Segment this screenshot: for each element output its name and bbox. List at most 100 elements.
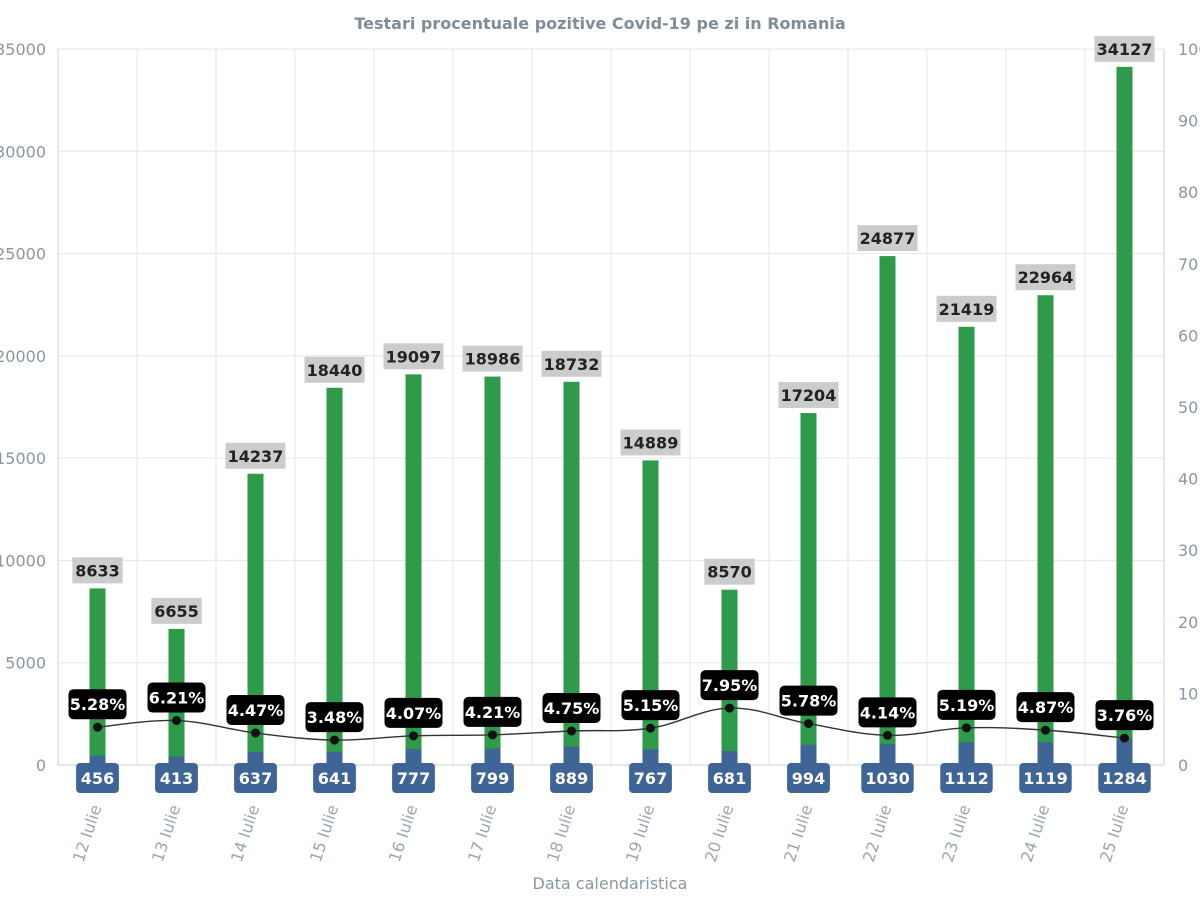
tests-bar: [642, 460, 659, 765]
tests-label-box: [304, 356, 365, 383]
tests-bar: [89, 588, 106, 765]
positive-bar: [879, 743, 896, 765]
positive-data-label: 889: [555, 769, 588, 788]
x-category-label: 19 Iulie: [622, 802, 658, 864]
percent-point: [962, 723, 971, 733]
tests-data-label: 22964: [1018, 268, 1074, 287]
tests-bar: [405, 374, 422, 765]
tests-label-box: [620, 429, 681, 456]
percent-label-box: [621, 690, 680, 721]
positive-data-label: 456: [81, 769, 114, 788]
grid-layer: [57, 48, 1165, 766]
x-category-label: 15 Iulie: [306, 802, 342, 864]
positive-label-box: [313, 763, 356, 793]
percent-point: [567, 726, 576, 736]
percent-label-box: [937, 689, 996, 720]
y-left-tick-label: 0: [36, 756, 46, 775]
positive-data-label: 1284: [1102, 769, 1147, 788]
chart-title: Testari procentuale pozitive Covid-19 pe…: [354, 14, 845, 33]
line-layer: [93, 703, 1129, 745]
tests-label-box: [541, 350, 602, 377]
percent-data-label: 5.78%: [781, 692, 837, 711]
percent-point: [646, 723, 655, 733]
percent-data-label: 4.87%: [1018, 698, 1074, 717]
positive-bar: [168, 756, 185, 765]
positive-data-label: 641: [318, 769, 351, 788]
percent-label-box: [1095, 700, 1154, 731]
tests-bar: [1037, 295, 1054, 765]
tests-label-box: [462, 345, 523, 372]
percent-data-label: 4.14%: [860, 703, 916, 722]
positive-data-label: 767: [634, 769, 667, 788]
positive-label-box: [708, 763, 751, 793]
y-left-tick-label: 35000: [0, 40, 46, 59]
tests-label-box: [857, 225, 918, 252]
percent-point: [330, 735, 339, 745]
percent-data-label: 4.47%: [228, 701, 284, 720]
percent-point: [93, 722, 102, 732]
percent-label-box: [542, 692, 601, 723]
x-category-label: 23 Iulie: [938, 802, 974, 864]
x-category-label: 24 Iulie: [1017, 802, 1053, 864]
y-right-tick-label: 40: [1178, 470, 1198, 489]
axis-layer: 0 5000 10000 15000 20000 25000 30000 35000 0 10 20…: [0, 40, 1200, 775]
x-category-label: 20 Iulie: [701, 802, 737, 864]
x-category-label: 17 Iulie: [464, 802, 500, 864]
percent-data-label: 3.76%: [1097, 706, 1153, 725]
positive-label-box: [76, 763, 119, 793]
percent-data-label: 4.07%: [386, 704, 442, 723]
positive-data-label: 777: [397, 769, 430, 788]
x-category-label: 12 Iulie: [69, 802, 105, 864]
tests-label-box: [778, 382, 839, 409]
positive-bar: [405, 749, 422, 765]
positive-label-box: [940, 763, 993, 793]
percent-label-box: [463, 696, 522, 727]
x-category-label: 21 Iulie: [780, 802, 816, 864]
positive-label-box: [1019, 763, 1072, 793]
percent-point: [1120, 733, 1129, 743]
percent-data-label: 6.21%: [149, 689, 205, 708]
positive-data-label: 994: [792, 769, 825, 788]
positive-bar: [721, 751, 738, 765]
percent-data-label: 4.75%: [544, 699, 600, 718]
percent-point: [251, 728, 260, 738]
positive-bar: [247, 751, 264, 765]
tests-label-box: [1015, 264, 1076, 291]
y-right-tick-label: 50: [1178, 398, 1198, 417]
tests-label-box: [151, 597, 202, 624]
positive-data-label: 1112: [944, 769, 989, 788]
percent-data-label: 5.19%: [939, 696, 995, 715]
y-left-tick-label: 20000: [0, 347, 46, 366]
tests-data-label: 24877: [860, 229, 916, 248]
y-left-tick-label: 15000: [0, 449, 46, 468]
tests-bar: [800, 413, 817, 765]
y-right-tick-label: 70: [1178, 255, 1198, 274]
positive-data-label: 413: [160, 769, 193, 788]
x-category-label: 25 Iulie: [1096, 802, 1132, 864]
positive-label-box: [471, 763, 514, 793]
tests-data-label: 17204: [781, 386, 837, 405]
percent-label-box: [305, 702, 364, 733]
y-right-tick-label: 20: [1178, 613, 1198, 632]
tests-label-box: [704, 558, 755, 585]
positive-label-box: [787, 763, 830, 793]
tests-bar: [879, 256, 896, 765]
y-right-tick-label: 100: [1178, 40, 1200, 59]
positive-bar: [1037, 742, 1054, 765]
y-left-tick-label: 25000: [0, 245, 46, 264]
tests-data-label: 18440: [307, 361, 363, 380]
tests-data-label: 18986: [465, 350, 521, 369]
percent-label-box: [700, 670, 759, 701]
percent-label-box: [68, 689, 127, 720]
positive-data-label: 637: [239, 769, 272, 788]
positive-bar: [800, 744, 817, 765]
positive-label-box: [392, 763, 435, 793]
percent-label-box: [226, 694, 285, 725]
tests-data-label: 18732: [544, 355, 600, 374]
positive-bar: [563, 746, 580, 765]
percent-point: [883, 730, 892, 740]
positive-bar: [89, 755, 106, 765]
positive-bar: [1116, 738, 1133, 765]
tests-bar: [563, 381, 580, 765]
